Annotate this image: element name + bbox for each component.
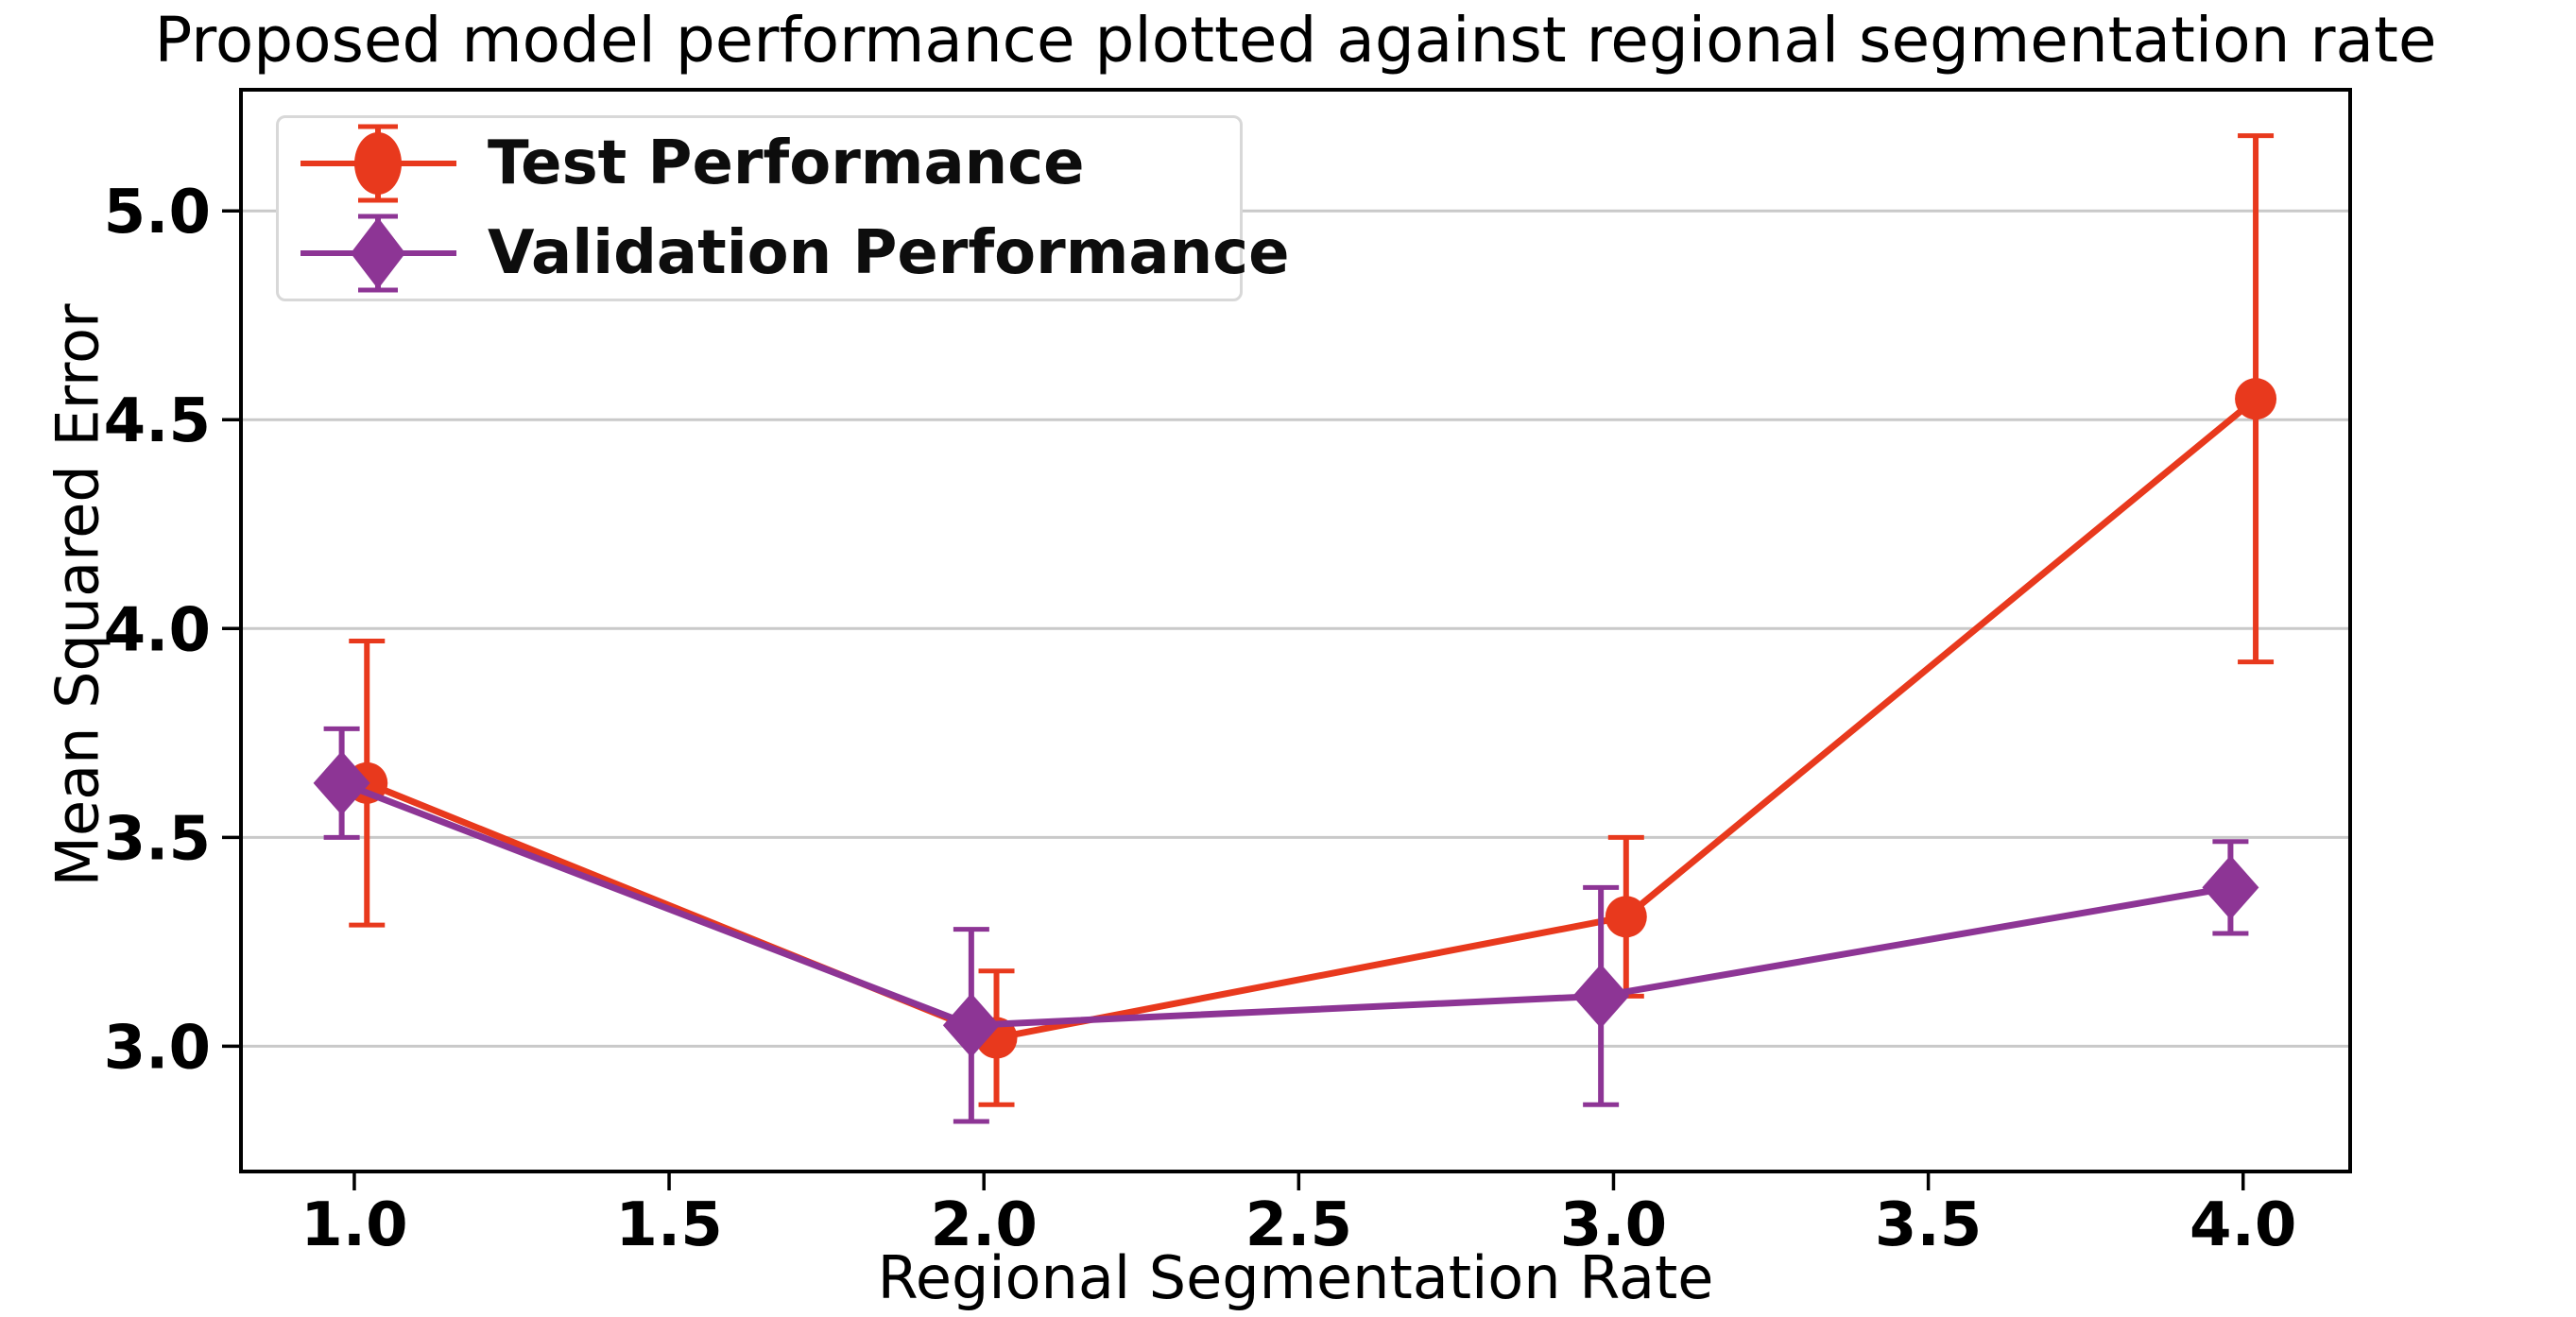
legend-label-test: Test Performance [488, 128, 1085, 198]
validation-data-point-marker [313, 750, 370, 815]
legend-symbol-marker [351, 217, 405, 289]
y-tick-label: 3.5 [104, 804, 211, 874]
validation-errorbar-icon [301, 214, 456, 293]
x-tick-label: 2.0 [931, 1190, 1038, 1260]
y-tick-label: 4.5 [104, 386, 211, 456]
y-tick-label: 4.0 [104, 595, 211, 665]
x-tick-label: 3.0 [1560, 1190, 1667, 1260]
test-errorbar-icon [301, 124, 456, 203]
test-data-point-marker [1605, 896, 1647, 938]
legend-entry-test: Test Performance [296, 119, 1240, 208]
plot-border [239, 88, 2352, 1173]
chart-title: Proposed model performance plotted again… [154, 4, 2437, 77]
x-tick-label: 3.5 [1875, 1190, 1982, 1260]
y-axis-label: Mean Squared Error [43, 303, 112, 887]
legend-entry-validation: Validation Performance [296, 209, 1289, 298]
x-axis-label: Regional Segmentation Rate [877, 1243, 1714, 1312]
legend: Test Performance Validation Performance [276, 115, 1289, 301]
test-data-point-marker [2235, 378, 2277, 420]
validation-data-point-marker [942, 993, 1000, 1058]
x-tick-label: 1.5 [615, 1190, 722, 1260]
test-series-line [365, 396, 2258, 1042]
validation-data-point-marker [2202, 855, 2259, 920]
validation-series-line [340, 779, 2232, 1029]
x-tick-label: 4.0 [2190, 1190, 2296, 1260]
x-tick-label: 2.5 [1245, 1190, 1352, 1260]
validation-data-point-marker [1572, 964, 1630, 1029]
x-tick-label: 1.0 [301, 1190, 407, 1260]
legend-label-validation: Validation Performance [488, 218, 1290, 288]
y-tick-label: 3.0 [104, 1013, 211, 1083]
legend-symbol-marker [354, 132, 402, 195]
y-tick-label: 5.0 [104, 178, 211, 248]
